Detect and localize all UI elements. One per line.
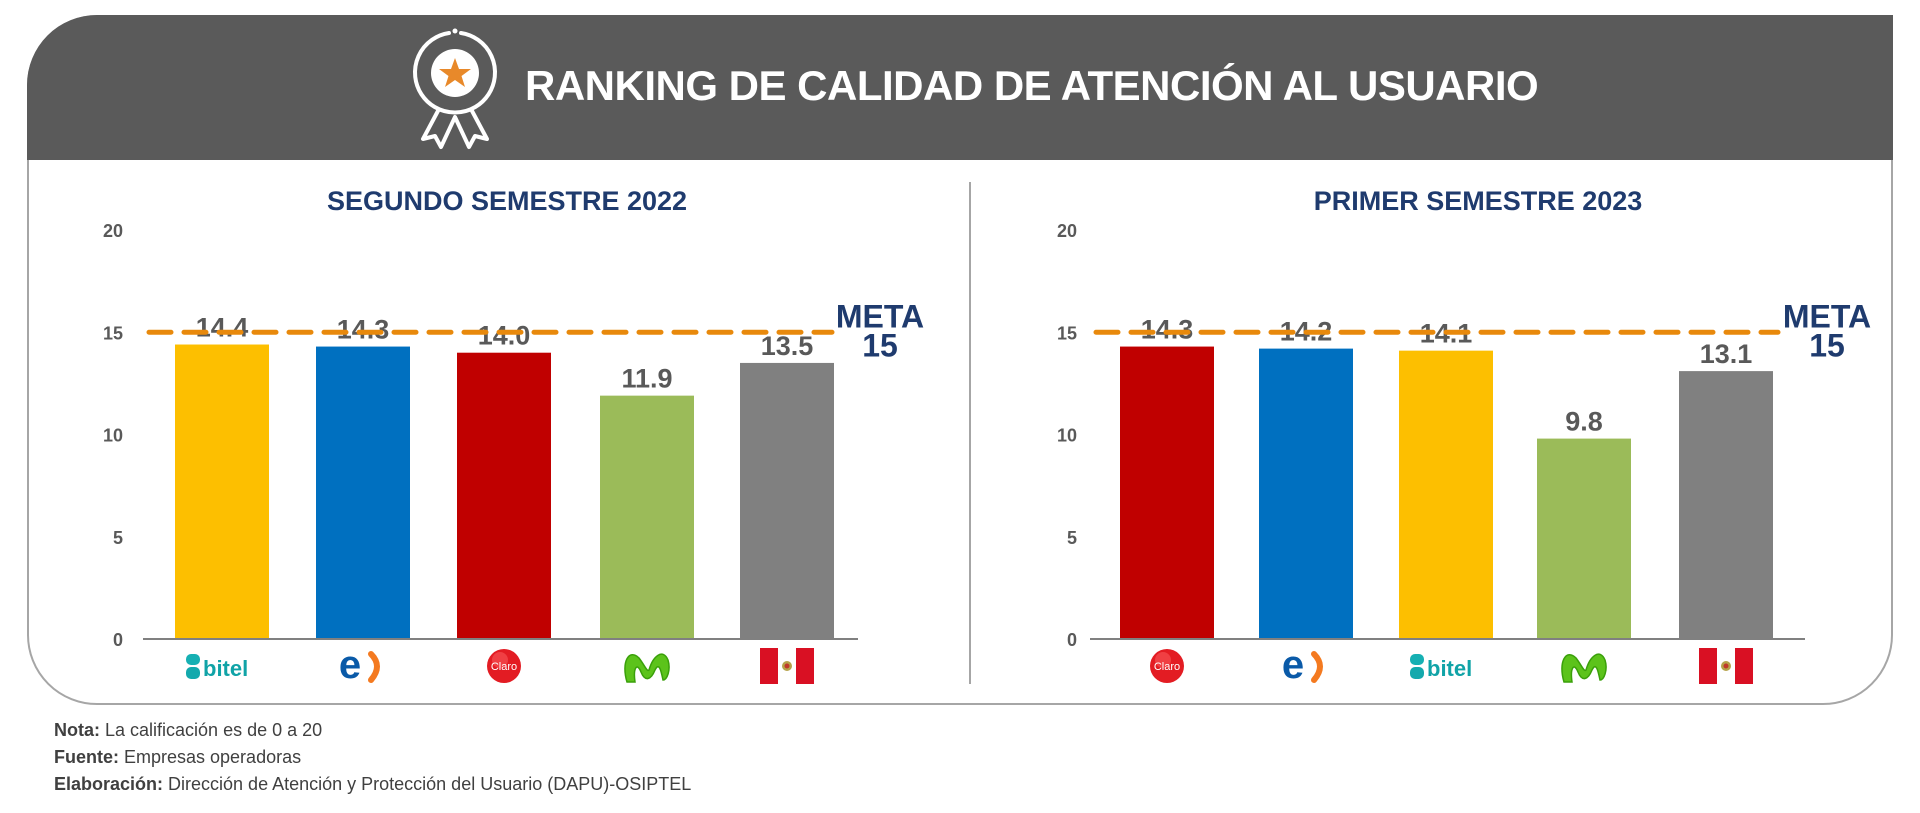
- bitel-logo-text: bitel: [1427, 656, 1472, 681]
- y-tick-label: 5: [113, 528, 123, 548]
- nota-label: Nota:: [54, 720, 100, 740]
- target-value: 15: [862, 327, 898, 363]
- claro-logo-icon: Claro: [487, 649, 521, 683]
- elaboracion-text: Dirección de Atención y Protección del U…: [163, 774, 692, 794]
- bar-value-label: 14.4: [196, 313, 249, 343]
- target-value: 15: [1809, 327, 1845, 363]
- bar-entel: [316, 346, 410, 639]
- bar-value-label: 9.8: [1565, 407, 1603, 437]
- y-tick-label: 0: [1067, 630, 1077, 650]
- claro-logo-icon: Claro: [1150, 649, 1184, 683]
- entel-logo-icon: e: [339, 643, 380, 687]
- chart-title: PRIMER SEMESTRE 2023: [1314, 186, 1643, 216]
- bitel-logo-text: bitel: [203, 656, 248, 681]
- chart-segundo-semestre-2022: SEGUNDO SEMESTRE 2022 0 5 10 15 20 14.4 bitel 14…: [103, 186, 924, 687]
- chart-title: SEGUNDO SEMESTRE 2022: [327, 186, 687, 216]
- bar-movistar: [600, 395, 694, 639]
- bar-value-label: 14.0: [478, 321, 531, 351]
- bar-claro: [457, 352, 551, 639]
- page-title: RANKING DE CALIDAD DE ATENCIÓN AL USUARI…: [525, 62, 1539, 109]
- bar-value-label: 14.3: [337, 315, 390, 345]
- y-tick-label: 10: [1057, 426, 1077, 446]
- fuente-text: Empresas operadoras: [119, 747, 302, 767]
- bar-movistar: [1537, 438, 1631, 639]
- elaboracion-label: Elaboración:: [54, 774, 164, 794]
- peru-logo-icon: [1699, 648, 1753, 684]
- bar-claro: [1120, 346, 1214, 639]
- claro-logo-text: Claro: [1154, 661, 1180, 673]
- bitel-logo-icon: bitel: [1410, 654, 1472, 681]
- y-tick-label: 20: [1057, 221, 1077, 241]
- chart-primer-semestre-2023: PRIMER SEMESTRE 20230510152014.3Claro14.…: [1057, 186, 1871, 687]
- entel-logo-icon: e: [1282, 643, 1323, 687]
- y-tick-label: 15: [1057, 323, 1077, 343]
- y-tick-label: 20: [103, 221, 123, 241]
- target-label: META: [1783, 298, 1871, 334]
- header-banner: [27, 15, 1893, 160]
- footer-nota: Nota: La calificación es de 0 a 20: [54, 720, 322, 741]
- y-tick-label: 5: [1067, 528, 1077, 548]
- bitel-logo-icon: bitel: [186, 654, 248, 681]
- movistar-logo-icon: [1561, 653, 1607, 683]
- entel-logo-text: e: [1282, 643, 1304, 687]
- bar-value-label: 13.1: [1700, 339, 1753, 369]
- footer-elaboracion: Elaboración: Dirección de Atención y Pro…: [54, 774, 691, 795]
- award-ribbon-star-icon: [413, 28, 497, 149]
- bar-value-label: 13.5: [761, 331, 814, 361]
- bar-entel: [1259, 348, 1353, 639]
- bar-peru: [740, 362, 834, 639]
- bar-value-label: 14.3: [1141, 315, 1194, 345]
- movistar-logo-icon: [624, 653, 670, 683]
- claro-logo-text: Claro: [491, 661, 517, 673]
- entel-logo-text: e: [339, 643, 361, 687]
- chart-divider: [969, 182, 971, 684]
- target-label: META: [836, 298, 924, 334]
- footer-fuente: Fuente: Empresas operadoras: [54, 747, 301, 768]
- y-tick-label: 0: [113, 630, 123, 650]
- bar-value-label: 11.9: [621, 364, 672, 394]
- bar-bitel: [1399, 350, 1493, 639]
- nota-text: La calificación es de 0 a 20: [100, 720, 323, 740]
- peru-logo-icon: [760, 648, 814, 684]
- bar-bitel: [175, 344, 269, 639]
- y-tick-label: 15: [103, 323, 123, 343]
- bar-peru: [1679, 371, 1773, 639]
- fuente-label: Fuente:: [54, 747, 119, 767]
- y-tick-label: 10: [103, 426, 123, 446]
